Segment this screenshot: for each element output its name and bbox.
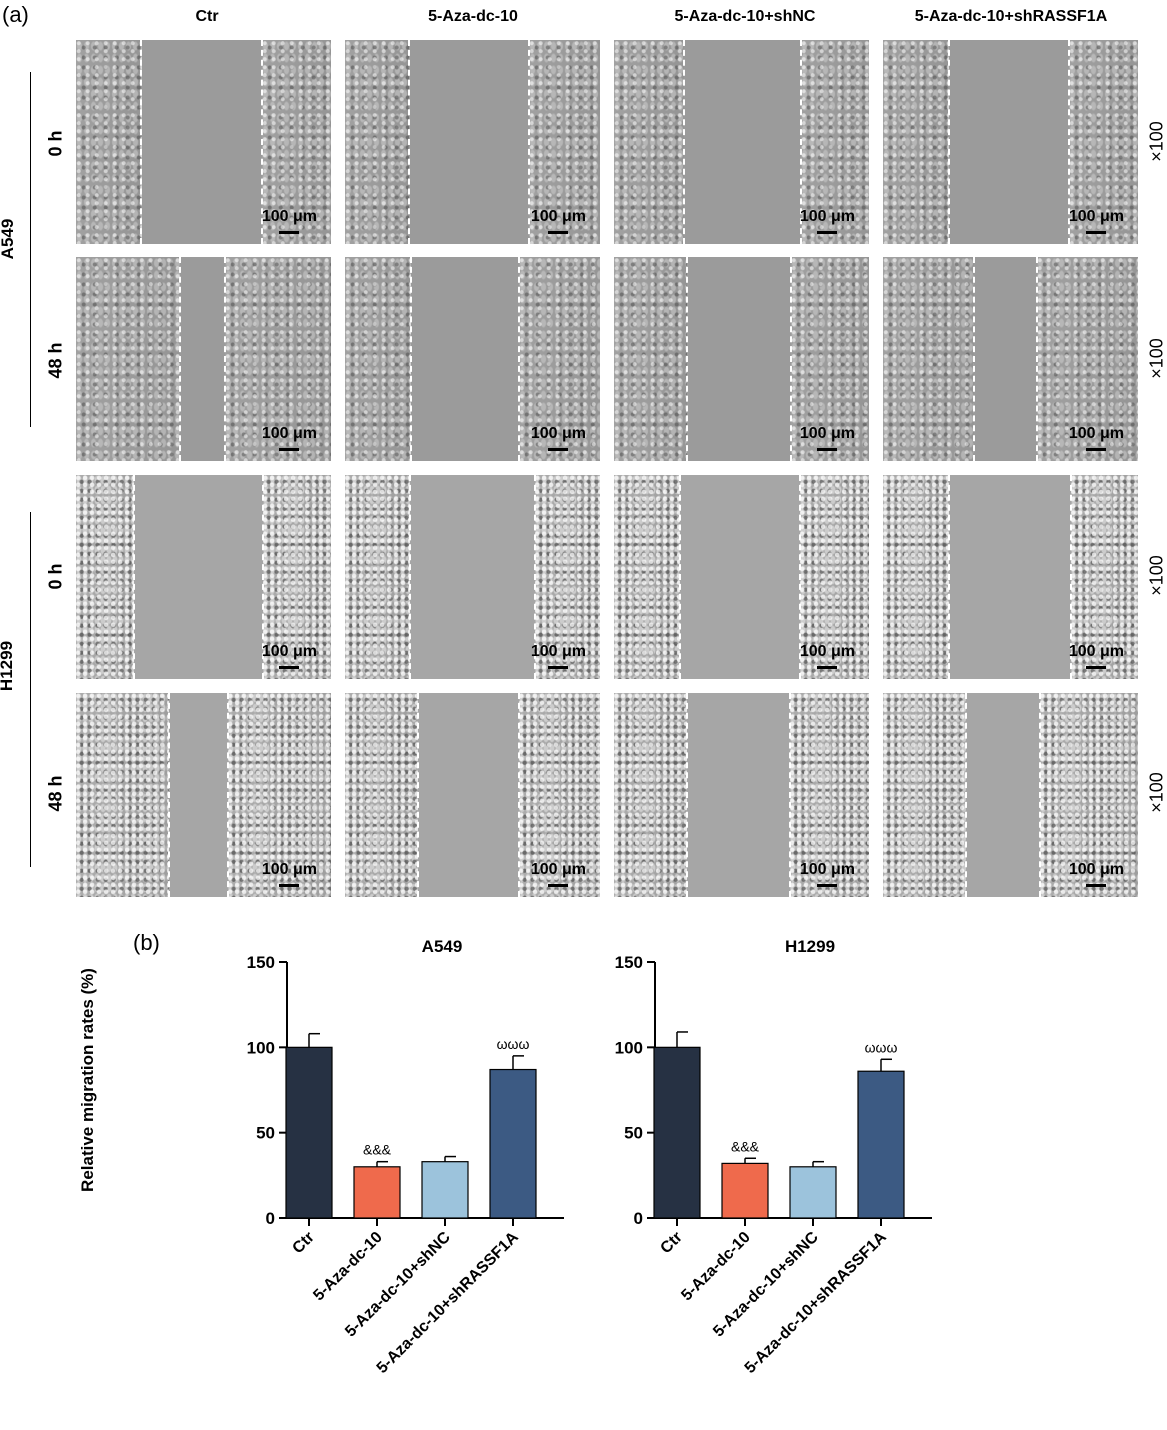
x-tick-label: 5-Aza-dc-10 [310,1229,386,1305]
scale-label: 100 μm [530,643,586,660]
scale-label: 100 μm [1068,208,1124,225]
row-label-a549-0h: 0 h [45,130,66,157]
x-tick-label: Ctr [289,1229,317,1257]
bar [421,1161,469,1219]
significance-label: ωωω [497,1036,530,1052]
magnification-label: ×100 [1146,555,1167,596]
scale-bar [279,231,299,234]
magnification-label: ×100 [1146,121,1167,162]
bar [653,1046,701,1219]
scale-label: 100 μm [530,425,586,442]
scale-bar [548,884,568,887]
row-label-h1299-0h: 0 h [45,563,66,590]
scale-label: 100 μm [261,861,317,878]
row-label-a549-48h: 48 h [45,342,66,379]
scale-bar [279,884,299,887]
scale-label: 100 μm [530,208,586,225]
scale-bar [279,666,299,669]
scale-bar [548,448,568,451]
scale-label: 100 μm [530,861,586,878]
micrograph-h1299-48h-aza-shnc: 100 μm [614,693,869,897]
y-axis-title: Relative migration rates (%) [78,968,97,1192]
micrograph-h1299-0h-aza-shrassf1a: 100 μm [883,475,1138,679]
scale-bar [1086,448,1106,451]
bar [285,1046,333,1219]
column-header-aza-shnc: 5-Aza-dc-10+shNC [674,8,816,25]
micrograph-a549-0h-aza-shnc: 100 μm [614,40,869,244]
scale-bar [817,448,837,451]
y-tick-label: 150 [615,953,643,972]
micrograph-h1299-0h-aza-shnc: 100 μm [614,475,869,679]
bar-chart-h1299: 0 50 100 150 Ctr &&& 5-Aza-dc-105-Aza-dc-10+sh… [615,953,932,1377]
micrograph-h1299-48h-ctr: 100 μm [76,693,331,897]
bar [489,1068,537,1219]
bar [789,1166,837,1219]
y-tick-label: 50 [624,1124,643,1143]
y-tick-label: 100 [247,1038,275,1057]
micrograph-h1299-48h-aza: 100 μm [345,693,600,897]
micrograph-h1299-48h-aza-shrassf1a: 100 μm [883,693,1138,897]
group-bracket-h1299 [30,512,31,867]
scale-bar [548,231,568,234]
scale-label: 100 μm [1068,861,1124,878]
scale-bar [1086,231,1106,234]
scale-bar [817,231,837,234]
scale-bar [1086,884,1106,887]
micrograph-h1299-0h-aza: 100 μm [345,475,600,679]
micrograph-a549-0h-aza-shrassf1a: 100 μm [883,40,1138,244]
micrograph-a549-48h-aza: 100 μm [345,257,600,461]
column-header-aza-shrassf1a: 5-Aza-dc-10+shRASSF1A [914,8,1108,25]
magnification-label: ×100 [1146,772,1167,813]
y-tick-label: 0 [266,1209,275,1228]
micrograph-a549-0h-ctr: 100 μm [76,40,331,244]
scale-label: 100 μm [261,643,317,660]
magnification-label: ×100 [1146,338,1167,379]
y-tick-label: 50 [256,1124,275,1143]
column-header-aza: 5-Aza-dc-10 [428,8,518,25]
column-header-ctr: Ctr [195,8,219,25]
scale-label: 100 μm [261,208,317,225]
x-tick-label: 5-Aza-dc-10 [678,1229,754,1305]
bar [857,1070,905,1219]
x-tick-label: 5-Aza-dc-10+shRASSF1A [374,1228,522,1376]
micrograph-a549-48h-aza-shnc: 100 μm [614,257,869,461]
scale-label: 100 μm [799,425,855,442]
bar [353,1166,401,1219]
scale-bar [817,884,837,887]
scale-label: 100 μm [1068,425,1124,442]
row-label-h1299-48h: 48 h [45,775,66,812]
x-tick-label: Ctr [657,1229,685,1257]
scale-bar [548,666,568,669]
significance-label: &&& [731,1138,760,1154]
scale-bar [817,666,837,669]
chart-title-a549: A549 [421,937,463,956]
scale-label: 100 μm [1068,643,1124,660]
scale-bar [279,448,299,451]
micrograph-a549-0h-aza: 100 μm [345,40,600,244]
scale-label: 100 μm [799,643,855,660]
scale-label: 100 μm [261,425,317,442]
micrograph-a549-48h-aza-shrassf1a: 100 μm [883,257,1138,461]
bar [721,1162,769,1219]
scale-bar [1086,666,1106,669]
scale-label: 100 μm [799,861,855,878]
x-tick-label: 5-Aza-dc-10+shRASSF1A [742,1228,890,1376]
micrograph-h1299-0h-ctr: 100 μm [76,475,331,679]
scale-label: 100 μm [799,208,855,225]
y-tick-label: 150 [247,953,275,972]
y-tick-label: 0 [634,1209,643,1228]
bar-chart-a549: 0 50 100 150 Ctr &&& 5-Aza-dc-105-Aza-dc-10+sh… [247,953,564,1377]
group-label-h1299: H1299 [0,640,16,692]
group-bracket-a549 [30,72,31,427]
group-label-a549: A549 [0,218,17,260]
chart-title-h1299: H1299 [784,937,836,956]
micrograph-a549-48h-ctr: 100 μm [76,257,331,461]
panel-a-letter: (a) [2,2,29,27]
y-tick-label: 100 [615,1038,643,1057]
panel-b-letter: (b) [133,930,160,955]
significance-label: ωωω [865,1039,898,1055]
significance-label: &&& [363,1142,392,1158]
